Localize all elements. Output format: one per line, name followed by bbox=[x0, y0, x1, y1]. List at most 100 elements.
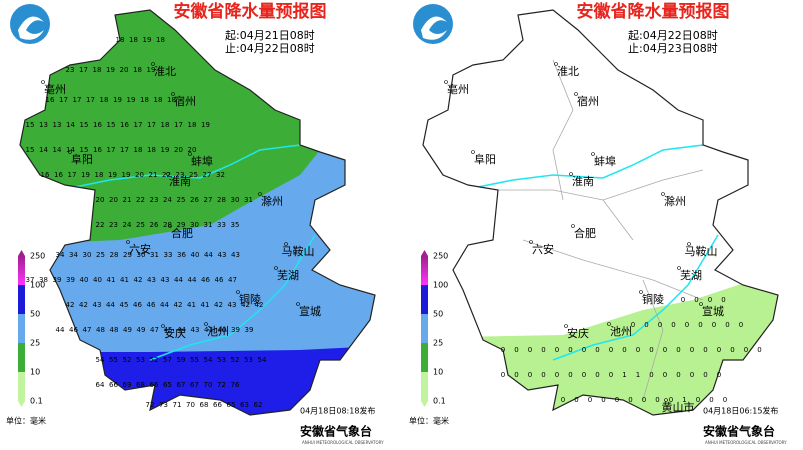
grid-value: 42 bbox=[255, 301, 264, 309]
legend-swatch bbox=[421, 314, 428, 343]
city-dot bbox=[284, 242, 288, 246]
grid-value: 42 bbox=[214, 301, 223, 309]
grid-value: 0 bbox=[708, 296, 712, 304]
grid-value: 0 bbox=[712, 321, 716, 329]
legend-label: 250 bbox=[433, 252, 448, 261]
city-dot bbox=[171, 92, 175, 96]
grid-value: 19 bbox=[127, 96, 136, 104]
grid-value: 0 bbox=[703, 371, 707, 379]
grid-value: 0 bbox=[649, 371, 653, 379]
province-outline bbox=[422, 9, 779, 416]
city-dot bbox=[591, 152, 595, 156]
grid-value: 69 bbox=[123, 381, 132, 389]
grid-value: 25 bbox=[136, 221, 145, 229]
grid-value: 13 bbox=[39, 121, 48, 129]
city-label: 合肥 bbox=[574, 226, 596, 240]
grid-value: 35 bbox=[231, 221, 240, 229]
grid-value: 41 bbox=[204, 326, 213, 334]
grid-value: 21 bbox=[149, 171, 158, 179]
grid-value: 16 bbox=[54, 171, 63, 179]
city-dot bbox=[664, 398, 668, 402]
city-dot bbox=[574, 92, 578, 96]
city-dot bbox=[607, 322, 611, 326]
panel: 18 18 19 18 23 17 18 19 20 18 19 16 17 17 17 18 19 19 18 18… bbox=[6, 1, 384, 445]
legend-label: 50 bbox=[30, 310, 40, 319]
grid-value: 33 bbox=[217, 221, 226, 229]
city-label: 亳州 bbox=[44, 82, 66, 96]
grid-value: 24 bbox=[123, 221, 132, 229]
logo-swirl bbox=[421, 16, 447, 40]
grid-value: 55 bbox=[109, 356, 118, 364]
grid-value: 30 bbox=[190, 221, 199, 229]
grid-value: 22 bbox=[162, 171, 171, 179]
grid-value: 17 bbox=[59, 96, 68, 104]
grid-value: 17 bbox=[68, 171, 77, 179]
grid-value: 0 bbox=[631, 321, 635, 329]
grid-value: 44 bbox=[177, 326, 186, 334]
grid-value: 63 bbox=[240, 401, 249, 409]
grid-value: 65 bbox=[227, 401, 236, 409]
river bbox=[462, 144, 704, 191]
grid-value: 16 bbox=[41, 171, 50, 179]
grid-value: 18 bbox=[129, 36, 138, 44]
grid-value: 0 bbox=[501, 346, 505, 354]
map-fill bbox=[20, 10, 375, 415]
grid-value: 48 bbox=[96, 326, 105, 334]
grid-value: 40 bbox=[218, 326, 227, 334]
grid-value: 1 bbox=[636, 371, 640, 379]
grid-value: 29 bbox=[177, 221, 186, 229]
grid-value: 14 bbox=[66, 146, 75, 154]
city-dot bbox=[529, 240, 533, 244]
grid-value: 16 bbox=[93, 146, 102, 154]
grid-value: 20 bbox=[188, 146, 197, 154]
grid-value: 18 bbox=[167, 96, 176, 104]
city-label: 池州 bbox=[207, 325, 229, 338]
grid-value: 19 bbox=[113, 96, 122, 104]
city-label: 六安 bbox=[129, 242, 151, 256]
city-dot bbox=[204, 322, 208, 326]
grid-value: 15 bbox=[107, 121, 116, 129]
city-dot bbox=[571, 224, 575, 228]
grid-value: 59 bbox=[177, 356, 186, 364]
grid-value: 18 bbox=[161, 121, 170, 129]
grid-value: 47 bbox=[228, 276, 237, 284]
boundary bbox=[642, 279, 664, 401]
grid-value: 52 bbox=[123, 356, 132, 364]
grid-value: 0 bbox=[671, 321, 675, 329]
city-dot bbox=[151, 62, 155, 66]
legend-swatch bbox=[421, 372, 428, 401]
grid-value: 0 bbox=[561, 396, 565, 404]
grid-value: 40 bbox=[191, 251, 200, 259]
city-label: 芜湖 bbox=[277, 268, 299, 282]
city-label: 安庆 bbox=[567, 326, 589, 340]
grid-value: 0 bbox=[721, 296, 725, 304]
grid-value: 20 bbox=[120, 66, 129, 74]
grid-value: 27 bbox=[204, 196, 213, 204]
grid-value: 41 bbox=[107, 276, 116, 284]
city-dot bbox=[569, 172, 573, 176]
legend-swatch bbox=[18, 343, 25, 372]
legend-swatch bbox=[18, 372, 25, 401]
legend-label: 0.1 bbox=[30, 397, 43, 406]
grid-value: 39 bbox=[66, 276, 75, 284]
grid-value: 14 bbox=[53, 146, 62, 154]
grid-value: 23 bbox=[176, 171, 185, 179]
grid-value: 42 bbox=[66, 301, 75, 309]
city-label: 宣城 bbox=[702, 304, 724, 318]
grid-value: 54 bbox=[96, 356, 105, 364]
city-label: 亳州 bbox=[447, 82, 469, 96]
grid-value: 53 bbox=[217, 356, 226, 364]
boundary bbox=[522, 239, 704, 301]
grid-value: 20 bbox=[135, 171, 144, 179]
grid-value: 32 bbox=[216, 171, 225, 179]
grid-value: 0 bbox=[555, 371, 559, 379]
grid-value: 19 bbox=[108, 171, 117, 179]
grid-value: 0 bbox=[690, 371, 694, 379]
grid-value: 0 bbox=[725, 321, 729, 329]
grid-value: 0 bbox=[609, 371, 613, 379]
river bbox=[149, 234, 316, 361]
grid-value: 42 bbox=[134, 276, 143, 284]
grid-value: 46 bbox=[147, 301, 156, 309]
grid-value: 19 bbox=[122, 171, 131, 179]
start-time: 起:04月22日08时 bbox=[628, 29, 718, 42]
